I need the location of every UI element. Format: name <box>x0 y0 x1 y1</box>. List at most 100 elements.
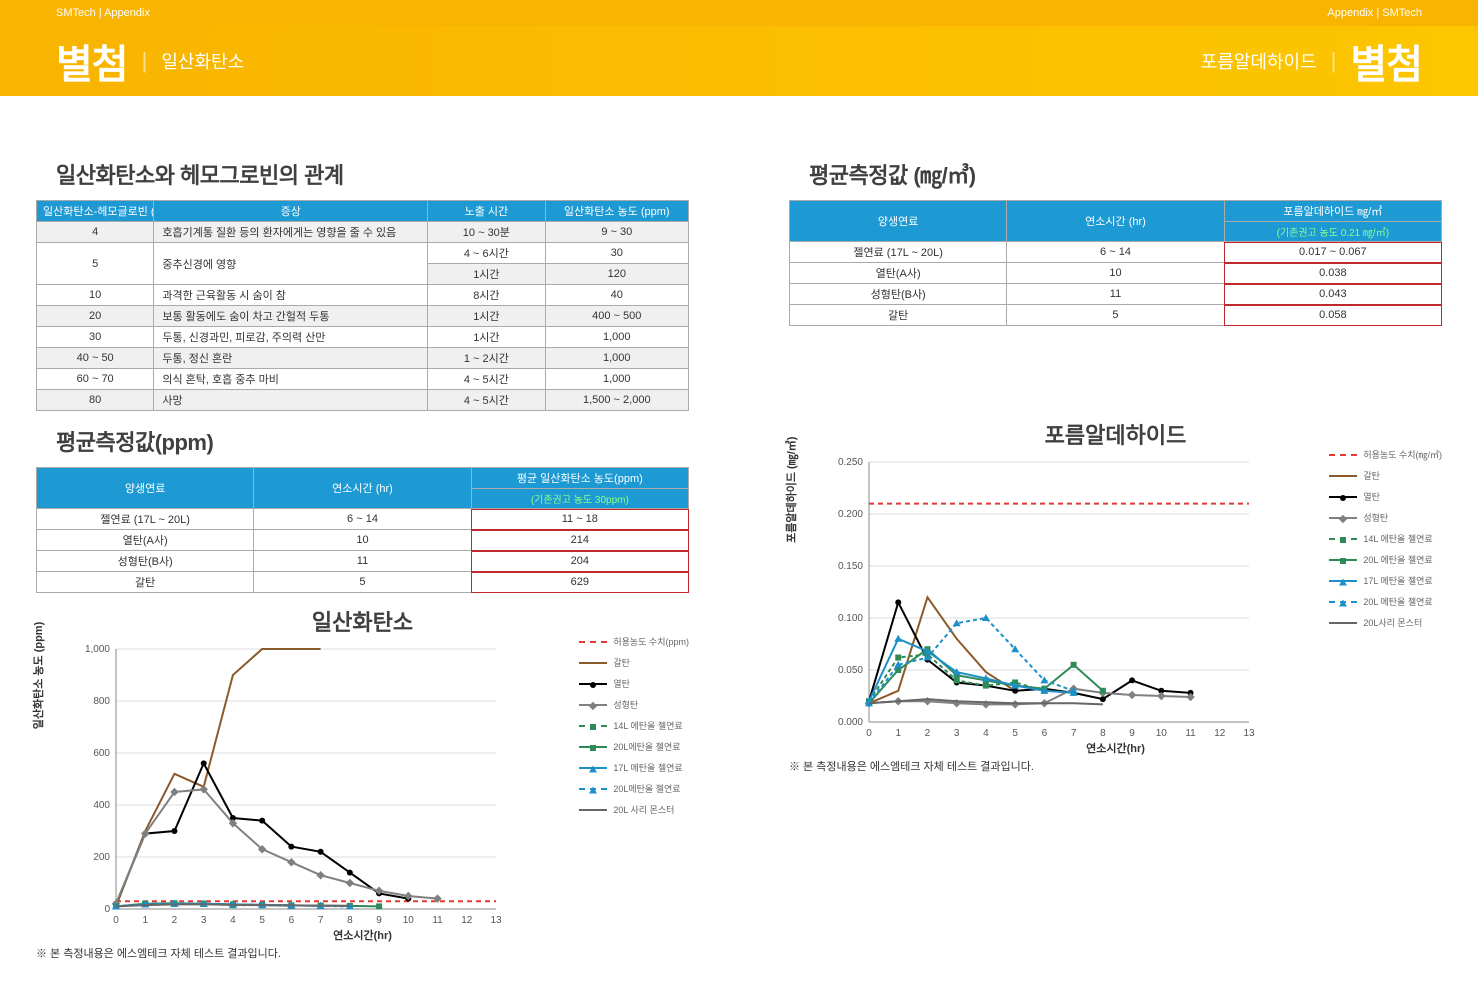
title-left-sub: 일산화탄소 <box>161 48 244 74</box>
section-title-avg-ppm: 평균측정값(ppm) <box>56 425 689 457</box>
svg-text:1: 1 <box>142 915 148 926</box>
table-row: 열탄(A사)100.038 <box>790 263 1442 284</box>
legend-item: 20L메탄올 젤연료 <box>579 782 689 795</box>
svg-text:13: 13 <box>490 915 502 926</box>
legend-item: 갈탄 <box>1329 469 1442 482</box>
table-row: 열탄(A사)10214 <box>37 530 689 551</box>
legend-item: 20L 메탄올 젤연료 <box>1329 595 1442 608</box>
col-header: 일산화탄소 농도 (ppm) <box>545 201 688 222</box>
co-chart-svg: 02004006008001,000012345678910111213 <box>66 643 476 923</box>
table-row: 80사망4 ~ 5시간1,500 ~ 2,000 <box>37 390 689 411</box>
col-form-sub: (기존권고 농도 0.21 ㎎/㎥) <box>1224 222 1441 242</box>
form-chart-title: 포름알데하이드 <box>789 418 1442 450</box>
section-title-co-hemoglobin: 일산화탄소와 헤모그로빈의 관계 <box>56 158 689 190</box>
svg-text:0.050: 0.050 <box>838 665 863 676</box>
left-page: 일산화탄소와 헤모그로빈의 관계 일산화탄소-헤모글로빈 (%)증상노출 시간일… <box>36 144 689 961</box>
svg-text:0.150: 0.150 <box>838 561 863 572</box>
title-left-big: 별첨 <box>56 32 128 90</box>
table-row: 갈탄5629 <box>37 572 689 593</box>
legend-item: 갈탄 <box>579 656 689 669</box>
col-time: 연소시간 (hr) <box>1007 201 1224 242</box>
svg-text:2: 2 <box>925 728 931 739</box>
svg-text:9: 9 <box>376 915 382 926</box>
legend-item: 허용농도 수치(㎎/㎥) <box>1329 448 1442 461</box>
formaldehyde-chart: 포름알데하이드 포름알데하이드 (㎎/㎥) 0.0000.0500.1000.1… <box>789 418 1442 748</box>
col-header: 증상 <box>154 201 428 222</box>
svg-text:10: 10 <box>1156 728 1168 739</box>
table-row: 60 ~ 70의식 혼탁, 호흡 중추 마비4 ~ 5시간1,000 <box>37 369 689 390</box>
right-page: 평균측정값 (㎎/㎥) 양생연료 연소시간 (hr) 포름알데하이드 ㎎/㎥ (… <box>789 144 1442 961</box>
co-chart-ylabel: 일산화탄소 농도 (ppm) <box>30 622 46 730</box>
table-row: 젤연료 (17L ~ 20L)6 ~ 140.017 ~ 0.067 <box>790 242 1442 263</box>
table-row: 40 ~ 50두통, 정신 혼란1 ~ 2시간1,000 <box>37 348 689 369</box>
avg-ppm-table: 양생연료 연소시간 (hr) 평균 일산화탄소 농도(ppm) (기존권고 농도… <box>36 467 689 593</box>
svg-text:7: 7 <box>318 915 324 926</box>
svg-text:0.000: 0.000 <box>838 717 863 728</box>
table-row: 5중추신경에 영향4 ~ 6시간30 <box>37 243 689 264</box>
form-chart-xlabel: 연소시간(hr) <box>789 740 1442 756</box>
svg-text:4: 4 <box>230 915 236 926</box>
svg-text:8: 8 <box>347 915 353 926</box>
divider-icon: | <box>1331 48 1337 74</box>
breadcrumb-right: Appendix | SMTech <box>1327 7 1422 19</box>
col-header: 노출 시간 <box>428 201 545 222</box>
svg-text:8: 8 <box>1100 728 1106 739</box>
col-header: 일산화탄소-헤모글로빈 (%) <box>37 201 154 222</box>
legend-item: 성형탄 <box>1329 511 1442 524</box>
col-avg-sub: (기존권고 농도 30ppm) <box>471 489 688 509</box>
table-row: 갈탄50.058 <box>790 305 1442 326</box>
col-avg-top: 평균 일산화탄소 농도(ppm) <box>471 468 688 489</box>
svg-text:6: 6 <box>1042 728 1048 739</box>
svg-text:12: 12 <box>1214 728 1226 739</box>
svg-text:3: 3 <box>954 728 960 739</box>
legend-item: 17L 메탄올 젤연료 <box>1329 574 1442 587</box>
svg-text:0.200: 0.200 <box>838 509 863 520</box>
legend-item: 17L 메탄올 젤연료 <box>579 761 689 774</box>
table-row: 젤연료 (17L ~ 20L)6 ~ 1411 ~ 18 <box>37 509 689 530</box>
table-row: 10과격한 근육활동 시 숨이 참8시간40 <box>37 285 689 306</box>
form-chart-ylabel: 포름알데하이드 (㎎/㎥) <box>783 437 799 543</box>
left-footnote: ※ 본 측정내용은 에스엠테크 자체 테스트 결과입니다. <box>36 945 689 961</box>
legend-item: 14L 에탄올 젤연료 <box>579 719 689 732</box>
legend-item: 20L에탄올 젤연료 <box>579 740 689 753</box>
co-chart-legend: 허용농도 수치(ppm)갈탄열탄성형탄14L 에탄올 젤연료20L에탄올 젤연료… <box>579 635 689 824</box>
co-chart-title: 일산화탄소 <box>36 605 689 637</box>
title-right-sub: 포름알데하이드 <box>1201 48 1317 74</box>
right-footnote: ※ 본 측정내용은 에스엠테크 자체 테스트 결과입니다. <box>789 758 1442 774</box>
svg-text:1: 1 <box>895 728 901 739</box>
svg-text:0: 0 <box>113 915 119 926</box>
svg-text:2: 2 <box>172 915 178 926</box>
co-chart-xlabel: 연소시간(hr) <box>36 927 689 943</box>
col-form-top: 포름알데하이드 ㎎/㎥ <box>1224 201 1441 222</box>
svg-text:0.250: 0.250 <box>838 457 863 468</box>
table-row: 20보통 활동에도 숨이 차고 간헐적 두통1시간400 ~ 500 <box>37 306 689 327</box>
svg-text:12: 12 <box>461 915 473 926</box>
legend-item: 성형탄 <box>579 698 689 711</box>
divider-icon: | <box>142 48 148 74</box>
legend-item: 열탄 <box>579 677 689 690</box>
form-chart-legend: 허용농도 수치(㎎/㎥)갈탄열탄성형탄14L 에탄올 젤연료20L 에탄올 젤연… <box>1329 448 1442 637</box>
svg-text:400: 400 <box>93 800 110 811</box>
breadcrumb-left: SMTech | Appendix <box>56 7 150 19</box>
col-fuel: 양생연료 <box>790 201 1007 242</box>
svg-text:5: 5 <box>259 915 265 926</box>
svg-text:11: 11 <box>1185 728 1196 739</box>
avg-mgm3-table: 양생연료 연소시간 (hr) 포름알데하이드 ㎎/㎥ (기존권고 농도 0.21… <box>789 200 1442 326</box>
svg-text:5: 5 <box>1012 728 1018 739</box>
col-time: 연소시간 (hr) <box>254 468 471 509</box>
svg-text:1,000: 1,000 <box>85 644 110 655</box>
section-title-avg-mgm3: 평균측정값 (㎎/㎥) <box>809 158 1442 190</box>
title-right-big: 별첨 <box>1350 32 1422 90</box>
table-row: 성형탄(B사)11204 <box>37 551 689 572</box>
svg-text:6: 6 <box>289 915 295 926</box>
header-bar: 별첨 | 일산화탄소 포름알데하이드 | 별첨 <box>0 26 1478 96</box>
svg-text:200: 200 <box>93 852 110 863</box>
svg-text:10: 10 <box>403 915 415 926</box>
svg-text:800: 800 <box>93 696 110 707</box>
legend-item: 열탄 <box>1329 490 1442 503</box>
co-hemoglobin-table: 일산화탄소-헤모글로빈 (%)증상노출 시간일산화탄소 농도 (ppm) 4호흡… <box>36 200 689 411</box>
svg-text:11: 11 <box>432 915 443 926</box>
co-chart: 일산화탄소 일산화탄소 농도 (ppm) 02004006008001,0000… <box>36 605 689 935</box>
svg-text:600: 600 <box>93 748 110 759</box>
table-row: 성형탄(B사)110.043 <box>790 284 1442 305</box>
